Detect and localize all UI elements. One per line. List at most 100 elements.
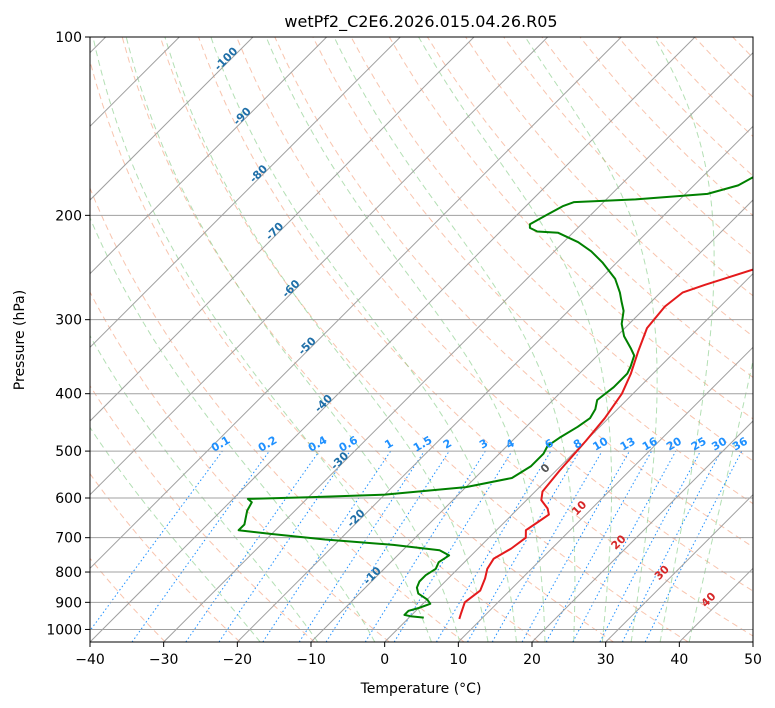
x-tick-label: 10 [449,652,467,668]
moist-adiabat-line [164,37,489,642]
chart-title: wetPf2_C2E6.2026.015.04.26.R05 [284,12,557,32]
dry-adiabat-line [694,37,753,98]
mixing-ratio-line [644,450,743,642]
series-lines [237,176,753,620]
x-tick-label: −30 [149,652,179,668]
moist-adiabat-line [524,37,658,642]
dry-adiabat-line [90,186,465,642]
isotherm-line [90,37,622,570]
isotherm-line [310,199,753,642]
dry-adiabat-line [312,37,753,505]
moist-adiabat-line [125,37,461,642]
x-tick-label: 30 [597,652,615,668]
y-tick-label: 200 [55,208,82,224]
moist-adiabat-line [90,334,319,642]
moist-adiabat-label: 0 [538,461,553,476]
x-tick-label: −10 [296,652,326,668]
dry-adiabat-line [90,291,390,642]
dry-adiabat-label: -20 [344,506,367,529]
isotherm-line [605,493,753,642]
isotherm-line [531,420,753,642]
mixing-ratio-label: 4 [504,436,517,451]
isotherm-line [90,37,475,422]
dry-adiabat-line [465,37,753,338]
dry-adiabat-line [159,37,689,642]
temperature-profile-line [458,268,753,620]
moist-adiabat-line [92,37,432,642]
dry-adiabat-label: -60 [279,277,302,300]
moist-adiabat-line [90,426,261,642]
x-tick-label: −40 [75,652,105,668]
mixing-ratio-line [545,450,653,642]
dry-adiabat-line [426,37,753,378]
dry-adiabat-line [388,37,753,420]
dry-adiabat-line [732,37,753,59]
line-labels: 0.1 0.2 0.4 0.6 1 1.5 2 3 4 6 8 10 13 16 20 25 30 36-100-… [209,44,750,609]
isotherm-line [90,37,696,642]
isotherm-line [90,37,254,201]
dry-adiabat-line [656,37,753,138]
plot-frame [89,36,754,643]
dry-adiabat-line [771,37,775,642]
dewpoint-profile-line [237,176,753,619]
y-tick-label: 100 [55,30,82,46]
dry-adiabat-line [121,37,614,642]
moist-adiabat-line [333,37,576,642]
x-tick-label: 0 [380,652,389,668]
moist-adiabat-line [90,216,376,642]
moist-adiabat-line [688,358,753,642]
dry-adiabat-line [236,37,753,592]
mixing-ratio-line [364,450,486,642]
x-tick-label: 50 [744,652,762,668]
mixing-ratio-label: 2 [441,437,454,452]
moist-adiabat-line [418,37,613,642]
y-tick-label: 600 [55,491,82,507]
dry-adiabat-label: -70 [263,219,286,242]
y-tick-label: 800 [55,565,82,581]
moist-adiabat-label: 10 [569,498,589,518]
dry-adiabat-label: -50 [296,334,319,357]
isotherm-line [90,37,549,496]
background-lines [90,37,775,642]
x-axis: −40 −30 −20 −10 0 10 20 30 40 50 [75,642,762,668]
moist-adiabat-label: 30 [652,562,672,582]
mixing-ratio-line [325,450,450,642]
mixing-ratio-line [131,450,270,642]
y-tick-label: 500 [55,444,82,460]
y-tick-label: 900 [55,595,82,611]
dry-adiabat-line [350,37,753,462]
y-axis: 100 200 300 400 500 600 700 800 900 1000 [46,30,90,638]
mixing-ratio-label: 1 [382,437,395,452]
isotherm-line [90,37,401,349]
x-axis-title: Temperature (°C) [360,681,482,697]
isotherm-line [678,567,753,642]
mixing-ratio-line [521,450,630,642]
dry-adiabat-label: -90 [231,105,254,128]
moist-adiabat-line [210,37,517,642]
isotherm-line [457,346,753,642]
isotherm-line [752,641,753,642]
mixing-ratio-line [218,450,351,642]
mixing-ratio-line [621,450,722,642]
moist-adiabat-label: 40 [699,590,719,610]
y-axis-title: Pressure (hPa) [12,290,28,390]
mixing-ratio-line [185,450,320,642]
y-tick-label: 300 [55,313,82,329]
dry-adiabat-line [90,59,540,642]
mixing-ratio-line [435,450,552,642]
y-tick-label: 400 [55,387,82,403]
isotherm-line [163,51,753,642]
dry-adiabat-label: -10 [361,564,384,587]
dry-adiabat-line [90,472,241,642]
dry-adiabat-label: -40 [312,392,335,415]
moist-adiabat-line [265,37,546,642]
x-tick-label: 40 [670,652,688,668]
moist-adiabat-line [653,37,715,642]
isotherm-line [90,37,328,275]
mixing-ratio-label: 6 [543,436,556,451]
x-tick-label: 20 [523,652,541,668]
dry-adiabat-line [503,37,753,297]
isotherm-line [384,272,753,642]
y-tick-label: 700 [55,531,82,547]
